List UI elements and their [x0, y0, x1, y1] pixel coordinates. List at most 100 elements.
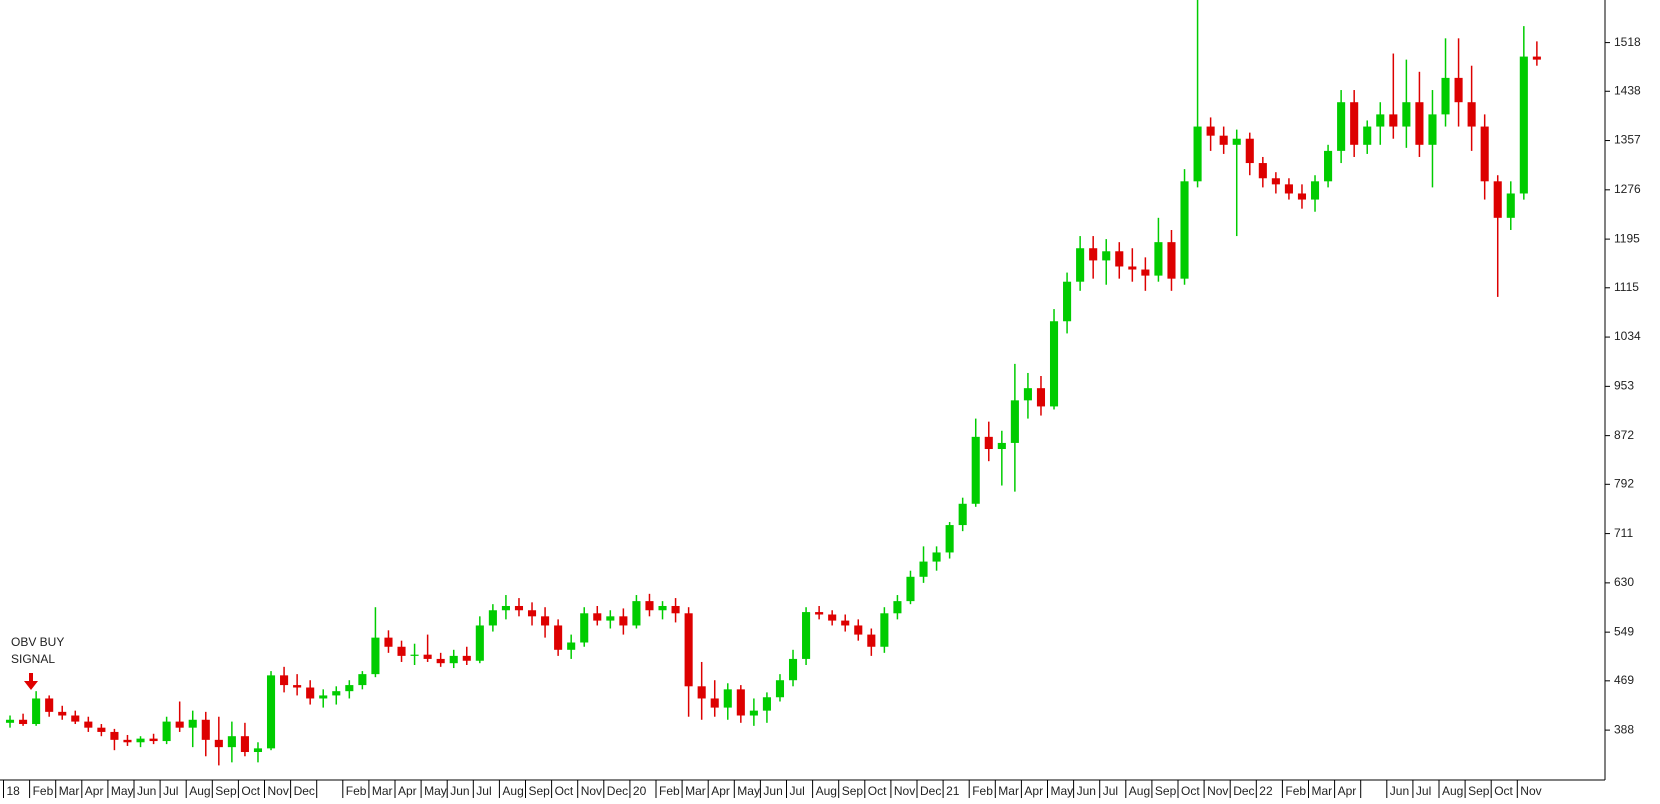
candle-body — [423, 654, 432, 659]
candle-body — [1193, 126, 1202, 182]
candle-body — [136, 738, 145, 743]
candle-body — [436, 658, 445, 664]
x-tick-label: Oct — [555, 784, 574, 798]
y-tick-label: 872 — [1614, 428, 1634, 442]
candle-body — [97, 727, 106, 732]
y-tick-label: 469 — [1614, 673, 1634, 687]
x-tick-label: Jun — [1077, 784, 1096, 798]
candle-body — [293, 685, 302, 688]
x-tick-label: Dec — [607, 784, 628, 798]
candle-body — [684, 613, 693, 687]
candle-body — [749, 710, 758, 716]
y-tick-label: 1518 — [1614, 35, 1641, 49]
candle-body — [201, 719, 210, 740]
x-tick-label: Dec — [920, 784, 941, 798]
candle-body — [32, 698, 41, 725]
candle-body — [1036, 388, 1046, 407]
candle-body — [45, 698, 54, 712]
candle-body — [1454, 77, 1463, 103]
x-tick-label: Nov — [268, 784, 289, 798]
candle-body — [606, 616, 615, 621]
candle-body — [1063, 281, 1072, 322]
candle-body — [1389, 114, 1398, 127]
candle-body — [1219, 135, 1228, 145]
candle-body — [1506, 193, 1515, 218]
x-tick-label: May — [111, 784, 134, 798]
x-tick-label: Jun — [763, 784, 782, 798]
candle-body — [1089, 248, 1098, 261]
x-tick-label: Nov — [1207, 784, 1228, 798]
candle-body — [671, 605, 680, 614]
x-tick-label: Mar — [1312, 784, 1333, 798]
candle-body — [1297, 193, 1307, 200]
candle-body — [1415, 102, 1424, 145]
x-tick-label: May — [737, 784, 760, 798]
x-tick-label: Jul — [476, 784, 491, 798]
y-tick-label: 630 — [1614, 575, 1634, 589]
candle-body — [984, 436, 993, 450]
x-tick-label: Dec — [294, 784, 315, 798]
candle-body — [1023, 388, 1032, 401]
candle-body — [867, 634, 876, 647]
y-tick-label: 1034 — [1614, 329, 1641, 343]
x-tick-label: Apr — [1338, 784, 1357, 798]
x-tick-label: Nov — [1520, 784, 1541, 798]
y-tick-label: 1438 — [1614, 83, 1641, 97]
candle-body — [945, 525, 954, 553]
candle-body — [1441, 77, 1450, 115]
x-tick-label: Feb — [1285, 784, 1306, 798]
candle-body — [802, 612, 811, 659]
x-tick-label: Jun — [450, 784, 469, 798]
candle-body — [410, 654, 419, 656]
annotation: OBV BUY — [11, 635, 64, 649]
signal-arrow — [24, 673, 38, 690]
candle-body — [775, 680, 785, 698]
x-tick-label: Jun — [137, 784, 156, 798]
candle-body — [1076, 248, 1085, 282]
candle-body — [475, 625, 484, 661]
candle-body — [371, 637, 380, 675]
candle-body — [958, 503, 967, 526]
candle-body — [619, 616, 628, 626]
candle-body — [306, 687, 315, 699]
x-tick-label: Sep — [529, 784, 551, 798]
candle-body — [1493, 181, 1502, 218]
candle-body — [567, 642, 576, 650]
candle-body — [319, 695, 328, 699]
x-tick-label: Sep — [215, 784, 237, 798]
candle-body — [162, 721, 171, 742]
candle-body — [788, 658, 798, 681]
y-tick-label: 1115 — [1614, 280, 1639, 294]
candle-body — [110, 731, 119, 740]
candle-body — [71, 715, 80, 722]
x-tick-label: Sep — [1468, 784, 1490, 798]
candle-body — [854, 625, 863, 635]
candle-body — [1310, 181, 1320, 200]
candle-body — [175, 721, 184, 728]
x-tick-label: Jul — [163, 784, 178, 798]
x-tick-label: Jun — [1390, 784, 1409, 798]
candle-body — [1128, 266, 1137, 270]
candle-body — [906, 576, 915, 602]
candle-body — [1363, 126, 1372, 145]
candle-body — [1402, 102, 1411, 127]
x-tick-label: Aug — [1129, 784, 1150, 798]
candle-body — [1206, 126, 1215, 136]
candle-body — [1115, 251, 1124, 267]
candle-body — [358, 674, 367, 686]
candle-body — [1258, 163, 1267, 179]
candle-body — [1245, 138, 1254, 164]
x-tick-label: Feb — [346, 784, 367, 798]
candle-body — [736, 689, 745, 716]
candle-body — [227, 736, 236, 748]
candle-body — [488, 610, 497, 626]
x-tick-label: Aug — [1442, 784, 1463, 798]
candle-body — [658, 605, 667, 611]
x-tick-label: Mar — [372, 784, 393, 798]
candle-body — [58, 711, 67, 716]
x-tick-label: May — [1051, 784, 1074, 798]
candle-body — [1467, 102, 1476, 127]
candle-body — [123, 739, 132, 743]
y-tick-label: 388 — [1614, 722, 1634, 736]
